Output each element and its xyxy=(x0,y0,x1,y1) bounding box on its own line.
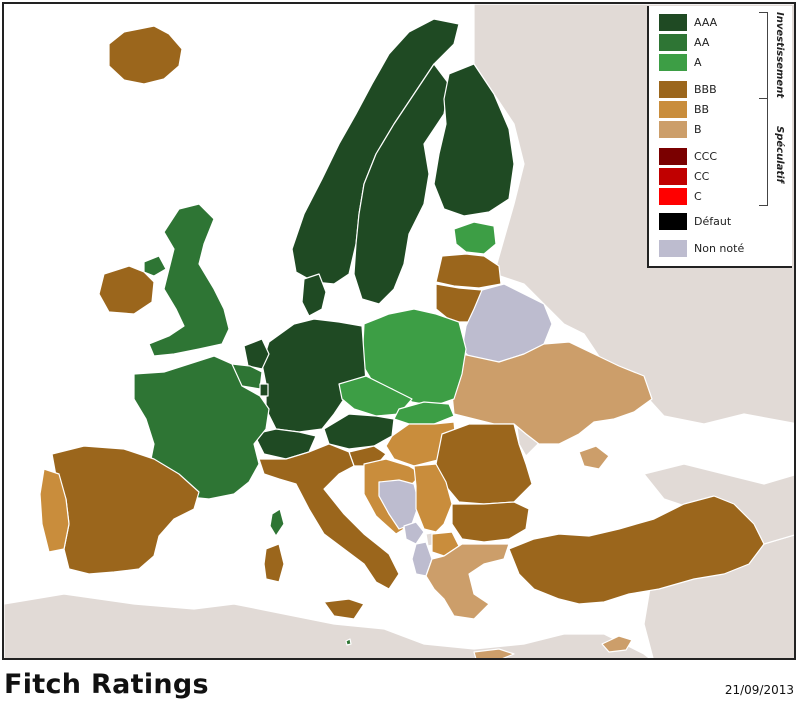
countries xyxy=(39,18,765,660)
country-cyprus[interactable] xyxy=(601,635,633,653)
country-luxembourg[interactable] xyxy=(259,383,269,397)
country-montenegro[interactable] xyxy=(403,521,425,545)
legend-swatch xyxy=(659,53,687,71)
country-france-corsica[interactable] xyxy=(269,508,285,537)
legend-item-non-note: Non noté xyxy=(659,238,744,258)
country-netherlands[interactable] xyxy=(243,338,270,370)
country-estonia[interactable] xyxy=(453,221,497,255)
legend-swatch xyxy=(659,167,687,185)
north-africa-region xyxy=(4,593,650,658)
country-portugal[interactable] xyxy=(39,468,70,553)
legend-swatch xyxy=(659,33,687,51)
country-bulgaria[interactable] xyxy=(451,501,530,543)
country-greece-crete[interactable] xyxy=(473,648,515,660)
country-ukraine[interactable] xyxy=(451,341,653,445)
legend-swatch xyxy=(659,80,687,98)
legend-label: C xyxy=(694,189,702,203)
country-france[interactable] xyxy=(133,355,270,500)
legend-label: Défaut xyxy=(694,214,732,228)
legend-label: B xyxy=(694,122,702,136)
legend-item-bbb: BBB xyxy=(659,79,717,99)
country-uk-northern-ireland[interactable] xyxy=(143,255,167,277)
legend-item-cc: CC xyxy=(659,166,709,186)
country-turkey[interactable] xyxy=(508,495,765,605)
country-italy-sicily[interactable] xyxy=(323,598,365,620)
legend-label: CC xyxy=(694,169,710,183)
legend-swatch xyxy=(659,212,687,230)
bracket-speculatif xyxy=(759,99,768,206)
legend-label: BB xyxy=(694,102,710,116)
country-switzerland[interactable] xyxy=(253,428,317,460)
legend-item-aaa: AAA xyxy=(659,12,717,32)
map-date: 21/09/2013 xyxy=(724,683,794,697)
legend-item-aa: AA xyxy=(659,32,709,52)
legend-item-defaut: Défaut xyxy=(659,211,731,231)
legend-swatch xyxy=(659,147,687,165)
country-slovakia[interactable] xyxy=(393,401,455,425)
legend: AAA AA A BBB BB B CCC CC xyxy=(647,6,792,268)
bracket-investissement xyxy=(759,12,768,99)
map-frame: AAA AA A BBB BB B CCC CC xyxy=(2,2,796,660)
country-uk[interactable] xyxy=(148,203,230,357)
country-italy[interactable] xyxy=(258,443,400,590)
legend-item-ccc: CCC xyxy=(659,146,717,166)
country-ireland[interactable] xyxy=(98,265,155,315)
legend-label: A xyxy=(694,55,702,69)
country-malta[interactable] xyxy=(345,638,352,646)
legend-item-a: A xyxy=(659,52,702,72)
legend-label: CCC xyxy=(694,149,718,163)
group-label-investissement: Investissement xyxy=(774,12,785,99)
country-greece[interactable] xyxy=(425,543,510,620)
country-austria[interactable] xyxy=(323,413,395,450)
country-latvia[interactable] xyxy=(435,253,502,289)
group-label-speculatif: Spéculatif xyxy=(774,126,785,183)
country-finland[interactable] xyxy=(433,63,515,217)
legend-item-b: B xyxy=(659,119,702,139)
country-romania[interactable] xyxy=(435,423,533,505)
legend-label: BBB xyxy=(694,82,717,96)
country-ukraine-crimea[interactable] xyxy=(578,445,610,470)
legend-item-c: C xyxy=(659,186,702,206)
legend-item-bb: BB xyxy=(659,99,709,119)
legend-swatch xyxy=(659,13,687,31)
legend-swatch xyxy=(659,100,687,118)
country-italy-sardinia[interactable] xyxy=(263,543,285,583)
legend-swatch xyxy=(659,187,687,205)
country-sweden[interactable] xyxy=(353,63,450,305)
legend-swatch xyxy=(659,239,687,257)
map-title: Fitch Ratings xyxy=(4,669,209,700)
legend-swatch xyxy=(659,120,687,138)
legend-label: AAA xyxy=(694,15,718,29)
country-denmark[interactable] xyxy=(301,273,327,317)
country-iceland[interactable] xyxy=(108,25,183,85)
country-serbia[interactable] xyxy=(413,463,453,533)
legend-label: AA xyxy=(694,35,710,49)
legend-label: Non noté xyxy=(694,241,745,255)
